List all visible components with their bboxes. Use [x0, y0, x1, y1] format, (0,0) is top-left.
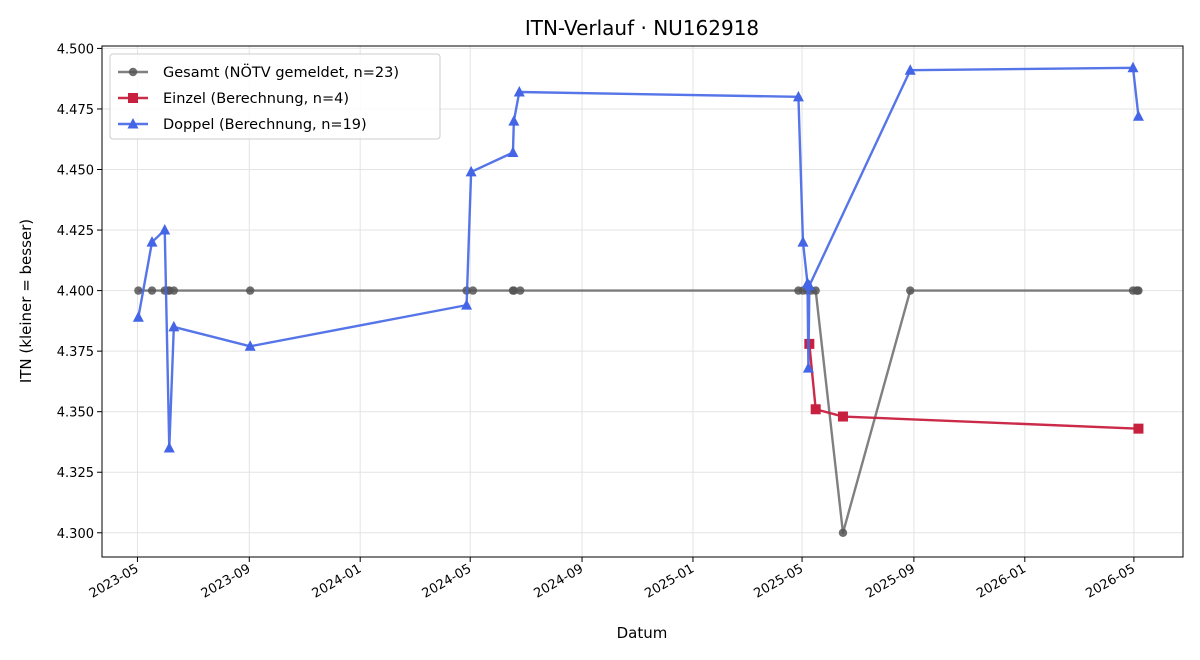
- legend-label: Doppel (Berechnung, n=19): [163, 117, 367, 133]
- legend-marker: [127, 118, 139, 129]
- legend-box: [109, 53, 441, 140]
- legend-item: Gesamt (NÖTV gemeldet, n=23): [118, 63, 399, 81]
- data-point: [803, 279, 815, 291]
- data-point: [169, 286, 179, 295]
- data-point: [810, 404, 821, 415]
- y-tick-label: 4.500: [57, 42, 94, 57]
- data-point: [147, 286, 157, 295]
- data-point: [163, 442, 175, 453]
- data-point: [1127, 61, 1139, 73]
- y-tick-label: 4.300: [57, 527, 94, 542]
- legend-marker: [128, 93, 138, 103]
- y-tick-label: 4.450: [57, 164, 94, 179]
- data-point: [468, 286, 478, 295]
- x-axis-label: Datum: [617, 624, 668, 642]
- data-point: [904, 64, 916, 75]
- data-point: [1133, 423, 1144, 434]
- chart-title: ITN-Verlauf · NU162918: [525, 16, 759, 40]
- data-point: [1134, 286, 1143, 295]
- legend-label: Gesamt (NÖTV gemeldet, n=23): [163, 63, 399, 81]
- y-tick-label: 4.425: [57, 224, 94, 239]
- data-point: [1132, 110, 1144, 121]
- data-point: [132, 311, 144, 322]
- y-axis-label: ITN (kleiner = besser): [17, 219, 35, 383]
- data-point: [244, 340, 256, 351]
- series-line: [808, 343, 1139, 430]
- data-point: [461, 299, 473, 310]
- series-triangle: [132, 61, 1144, 453]
- data-point: [168, 320, 180, 332]
- data-point: [837, 411, 848, 422]
- y-tick-label: 4.325: [57, 466, 94, 481]
- y-tick-label: 4.350: [57, 406, 94, 421]
- data-point: [245, 286, 255, 295]
- data-point: [159, 224, 171, 235]
- data-point: [134, 286, 143, 295]
- legend-marker: [128, 67, 138, 77]
- data-point: [797, 236, 809, 247]
- plot-frame: [101, 45, 1184, 558]
- y-tick-label: 4.400: [57, 285, 94, 300]
- legend-label: Einzel (Berechnung, n=4): [163, 91, 349, 107]
- series-layer: [132, 61, 1144, 537]
- data-point: [513, 86, 525, 97]
- legend: Gesamt (NÖTV gemeldet, n=23) Einzel (Bere…: [109, 53, 441, 140]
- data-point: [792, 90, 804, 102]
- y-tick-label: 4.475: [57, 103, 94, 118]
- data-point: [516, 286, 525, 295]
- data-point: [508, 115, 520, 126]
- data-point: [838, 528, 848, 537]
- data-point: [146, 236, 158, 247]
- data-point: [509, 286, 519, 295]
- legend-item: Doppel (Berechnung, n=19): [118, 117, 367, 133]
- data-point: [465, 165, 477, 177]
- data-point: [906, 286, 915, 295]
- data-point: [802, 362, 814, 373]
- y-tick-label: 4.375: [57, 345, 94, 360]
- data-point: [507, 146, 519, 158]
- legend-item: Einzel (Berechnung, n=4): [118, 91, 349, 107]
